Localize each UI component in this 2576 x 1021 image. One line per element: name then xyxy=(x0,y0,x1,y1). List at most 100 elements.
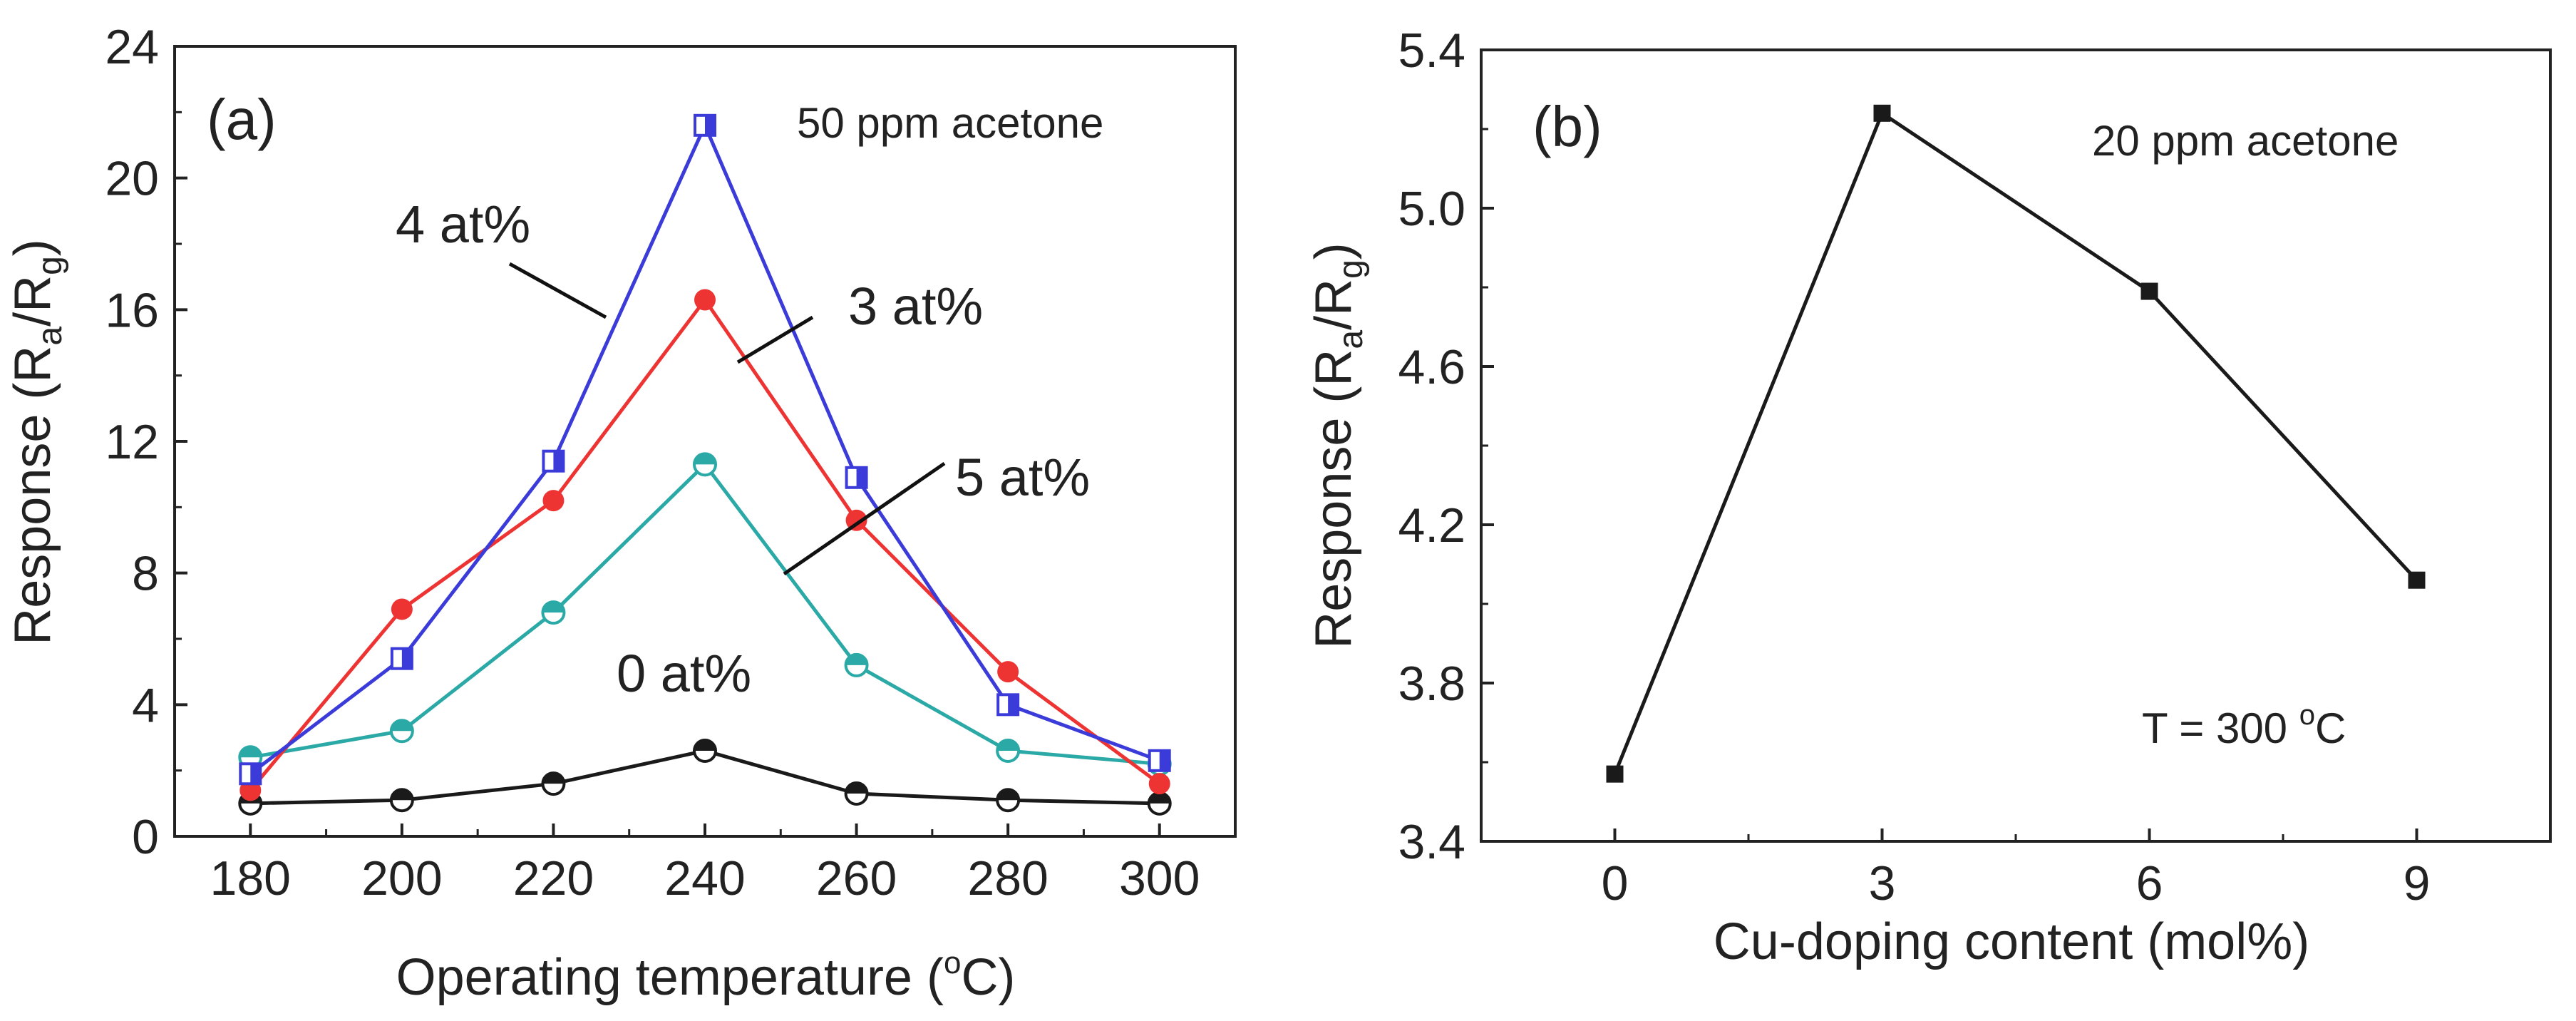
data-point-5at xyxy=(693,452,717,477)
data-point-5at xyxy=(389,719,414,744)
data-point-4at xyxy=(390,647,413,670)
data-point-5at xyxy=(844,652,869,677)
marker-fill xyxy=(845,654,867,665)
panel-a-x-ticks: 180 200 220 240 260 280 300 xyxy=(210,824,1200,905)
data-point-4at xyxy=(845,466,868,489)
y-tick-label: 12 xyxy=(105,415,159,469)
series-label-0at: 0 at% xyxy=(617,644,751,703)
marker-fill xyxy=(542,773,565,784)
data-point-5at xyxy=(996,738,1021,763)
y-tick-label: 20 xyxy=(105,152,159,206)
panel-a-annotation: 50 ppm acetone xyxy=(797,99,1103,147)
series-line-5at xyxy=(249,461,1160,766)
data-point-3at xyxy=(997,661,1019,683)
marker-fill xyxy=(542,602,565,613)
x-tick-label: 300 xyxy=(1119,851,1200,905)
y-tick-label: 5.0 xyxy=(1398,182,1465,236)
data-point-response xyxy=(2140,282,2158,300)
y-tick-label: 4 xyxy=(132,678,159,732)
y-tick-label: 16 xyxy=(105,283,159,337)
y-tick-label: 24 xyxy=(105,20,159,74)
panel-b-series-layer xyxy=(1606,104,2426,783)
x-tick-label: 200 xyxy=(361,851,442,905)
marker-fill xyxy=(391,720,413,732)
y-tick-label: 0 xyxy=(132,810,159,864)
data-point-0at xyxy=(844,781,869,806)
panel-a-y-axis-title: Response (Ra/Rg) xyxy=(4,239,69,645)
panel-a-label: (a) xyxy=(207,88,277,151)
data-point-4at xyxy=(1148,749,1171,772)
series-label-4at: 4 at% xyxy=(396,195,530,254)
panel-a-leader-lines xyxy=(508,262,946,576)
y-tick-label: 8 xyxy=(132,547,159,601)
data-point-0at xyxy=(1147,791,1172,816)
data-point-4at xyxy=(996,693,1020,717)
data-point-3at xyxy=(1148,773,1170,795)
y-tick-label: 5.4 xyxy=(1398,24,1465,78)
panel-b-plot-frame xyxy=(1480,48,2552,843)
x-tick-label: 220 xyxy=(513,851,594,905)
y-tick-label: 4.6 xyxy=(1398,340,1465,394)
leader-line-5at xyxy=(783,461,946,576)
marker-fill xyxy=(391,789,413,801)
panel-b-chart: 3.4 3.8 4.2 4.6 5.0 5.4 0 3 6 9 (b) 20 ppm aceto… xyxy=(1305,24,2552,970)
data-point-response xyxy=(2408,571,2426,589)
data-point-0at xyxy=(389,788,414,813)
panel-a-plot-frame xyxy=(173,45,1237,838)
panel-b-y-ticks: 3.4 3.8 4.2 4.6 5.0 5.4 xyxy=(1398,24,1494,869)
x-tick-label: 0 xyxy=(1602,856,1629,910)
x-tick-label: 180 xyxy=(210,851,291,905)
panel-a-y-ticks: 0 4 8 12 16 20 24 xyxy=(105,20,187,864)
y-tick-label: 4.2 xyxy=(1398,498,1465,553)
marker-fill xyxy=(1148,792,1170,804)
x-tick-label: 240 xyxy=(664,851,745,905)
marker-fill xyxy=(856,467,867,488)
panel-b-label: (b) xyxy=(1532,95,1602,158)
data-point-3at xyxy=(391,598,413,620)
x-tick-label: 260 xyxy=(816,851,897,905)
marker-fill xyxy=(694,739,716,751)
marker-fill xyxy=(694,453,716,465)
panel-b-annotation: 20 ppm acetone xyxy=(2092,117,2399,165)
panel-a-x-axis-title: Operating temperature (oC) xyxy=(396,945,1016,1006)
y-tick-label: 3.4 xyxy=(1398,815,1465,869)
x-tick-label: 280 xyxy=(967,851,1048,905)
data-point-4at xyxy=(694,113,716,137)
data-point-4at xyxy=(542,449,565,473)
data-point-0at xyxy=(996,788,1021,813)
panel-b-x-ticks: 0 3 6 9 xyxy=(1480,828,2431,910)
marker-fill xyxy=(845,782,867,794)
marker-fill xyxy=(997,739,1019,751)
data-point-0at xyxy=(693,738,717,763)
data-point-response xyxy=(1873,104,1891,122)
marker-fill xyxy=(1159,750,1170,771)
leader-line-4at xyxy=(508,262,607,319)
series-label-5at: 5 at% xyxy=(955,448,1090,507)
series-line-3at xyxy=(249,297,1161,791)
series-label-3at: 3 at% xyxy=(848,277,983,336)
y-tick-label: 3.8 xyxy=(1398,657,1465,711)
panel-b-y-axis-title: Response (Ra/Rg) xyxy=(1305,242,1370,649)
marker-fill xyxy=(553,451,564,471)
data-point-3at xyxy=(694,289,716,311)
data-point-response xyxy=(1606,765,1624,783)
leader-line-3at xyxy=(736,315,814,364)
x-tick-label: 3 xyxy=(1869,856,1896,910)
series-line-response xyxy=(1613,111,2418,775)
marker-fill xyxy=(401,648,412,669)
panel-b-x-axis-title: Cu-doping content (mol%) xyxy=(1714,913,2309,970)
x-tick-label: 6 xyxy=(2136,856,2163,910)
data-point-0at xyxy=(541,771,566,796)
marker-fill xyxy=(997,789,1019,801)
marker-fill xyxy=(250,764,261,784)
marker-fill xyxy=(705,115,715,135)
marker-fill xyxy=(239,746,262,758)
panel-a-series-layer xyxy=(238,113,1172,816)
data-point-5at xyxy=(541,600,566,625)
data-point-4at xyxy=(239,762,262,786)
panel-b-temperature-annotation: T = 300 oC xyxy=(2142,699,2346,752)
data-point-3at xyxy=(542,490,565,512)
x-tick-label: 9 xyxy=(2404,856,2431,910)
